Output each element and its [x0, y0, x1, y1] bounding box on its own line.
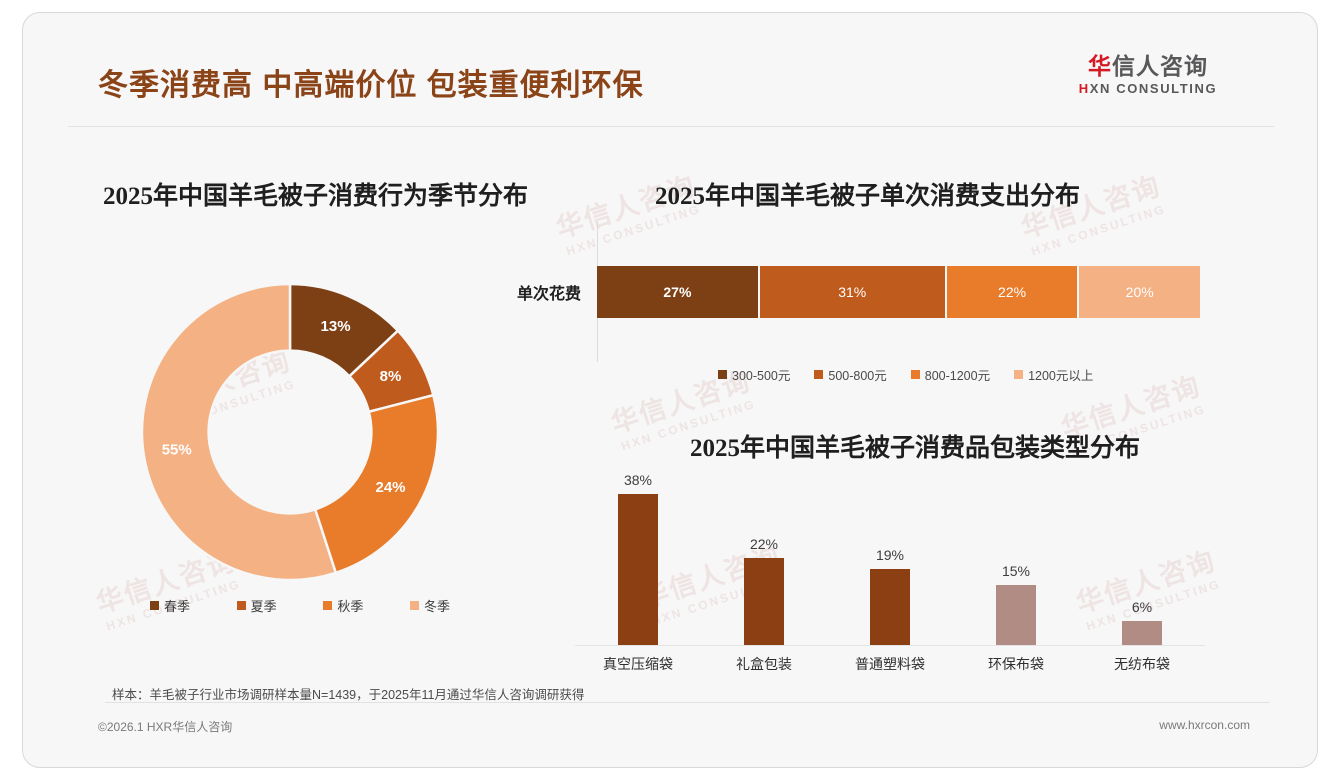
legend-swatch-icon: [718, 370, 727, 379]
legend-swatch-icon: [236, 601, 246, 610]
stacked-segment-label: 27%: [663, 284, 692, 300]
logo-cn-rest: 信人咨询: [1112, 53, 1208, 79]
legend-label: 300-500元: [732, 369, 791, 383]
page-title: 冬季消费高 中高端价位 包装重便利环保: [98, 69, 644, 102]
column-category-label: 无纺布袋: [1114, 656, 1170, 672]
column-category-label: 普通塑料袋: [855, 656, 925, 672]
logo-en-rest: XN CONSULTING: [1089, 81, 1218, 96]
stacked-bar-segment[interactable]: 20%: [1079, 266, 1200, 318]
legend-item[interactable]: 夏季: [236, 596, 277, 615]
source-footnote: 样本：羊毛被子行业市场调研样本量N=1439，于2025年11月通过华信人咨询调…: [112, 688, 585, 702]
stacked-segment-label: 22%: [998, 284, 1027, 300]
donut-slice-label: 13%: [321, 318, 351, 335]
column-value-label: 6%: [1131, 599, 1153, 616]
column-category-label: 环保布袋: [988, 656, 1044, 672]
stacked-chart-row: 单次花费 27% 31% 22% 20%: [500, 266, 1200, 318]
header-divider: [68, 126, 1274, 127]
legend-item[interactable]: 800-1200元: [910, 365, 991, 384]
slide-header: 冬季消费高 中高端价位 包装重便利环保 华信人咨询 HXN CONSULTING: [68, 52, 1278, 124]
stacked-bar-segment[interactable]: 22%: [946, 266, 1080, 318]
legend-swatch-icon: [323, 601, 333, 610]
legend-label: 春季: [164, 599, 191, 614]
column-bar[interactable]: [996, 585, 1036, 645]
column-chart-column: 6%: [1079, 478, 1205, 645]
slide-inner-frame: [32, 22, 1308, 758]
column-category-label: 真空压缩袋: [603, 656, 673, 672]
legend-label: 1200元以上: [1028, 369, 1094, 383]
donut-chart-legend: 春季 夏季 秋季 冬季: [150, 596, 450, 615]
logo-chinese-text: 华信人咨询: [1048, 52, 1248, 80]
legend-item[interactable]: 秋季: [323, 596, 363, 615]
footer-copyright: ©2026.1 HXR华信人咨询: [98, 720, 233, 734]
column-category-label: 礼盒包装: [736, 656, 792, 672]
column-value-label: 22%: [749, 535, 779, 552]
legend-swatch-icon: [814, 370, 824, 379]
footer-website[interactable]: www.hxrcon.com: [1159, 718, 1250, 732]
stacked-category-label: 单次花费: [516, 286, 581, 303]
legend-swatch-icon: [910, 370, 920, 379]
donut-chart: 13% 8% 24% 55%: [140, 282, 440, 582]
donut-chart-svg: 13% 8% 24% 55%: [140, 282, 440, 582]
column-bar[interactable]: [618, 493, 658, 645]
column-value-label: 15%: [1001, 563, 1031, 580]
legend-swatch-icon: [150, 601, 159, 610]
donut-slice-label: 8%: [380, 368, 402, 385]
legend-item[interactable]: 1200元以上: [1014, 365, 1093, 384]
column-chart-column: 38%: [575, 472, 701, 645]
legend-swatch-icon: [1014, 370, 1024, 379]
donut-slice[interactable]: [313, 393, 440, 575]
logo-english-text: HXN CONSULTING: [1048, 80, 1248, 98]
legend-item[interactable]: 春季: [150, 596, 190, 615]
column-bar[interactable]: [870, 569, 910, 645]
column-value-label: 19%: [875, 547, 905, 564]
legend-swatch-icon: [409, 601, 419, 610]
stacked-bar: 27% 31% 22% 20%: [597, 266, 1200, 318]
company-logo: 华信人咨询 HXN CONSULTING: [1048, 52, 1248, 98]
column-chart-column: 22%: [701, 478, 827, 645]
column-chart-column: 19%: [827, 478, 953, 645]
column-chart-title: 2025年中国羊毛被子消费品包装类型分布: [690, 435, 1141, 462]
logo-en-accent: H: [1078, 81, 1090, 96]
legend-item[interactable]: 300-500元: [718, 365, 790, 384]
stacked-segment-label: 20%: [1125, 284, 1154, 300]
column-chart-baseline: [575, 645, 1205, 646]
legend-item[interactable]: 冬季: [409, 596, 450, 615]
logo-cn-accent: 华: [1088, 53, 1112, 79]
stacked-chart-legend: 300-500元 500-800元 800-1200元 1200元以上: [718, 365, 1093, 384]
donut-slice[interactable]: [140, 282, 338, 582]
legend-label: 夏季: [250, 599, 277, 614]
column-value-label: 38%: [623, 471, 653, 488]
column-bar[interactable]: [1122, 621, 1162, 645]
donut-chart-title: 2025年中国羊毛被子消费行为季节分布: [103, 183, 529, 210]
donut-slice-label: 55%: [162, 441, 192, 458]
stacked-bar-segment[interactable]: 31%: [759, 266, 947, 318]
legend-label: 800-1200元: [924, 369, 991, 383]
legend-label: 秋季: [337, 599, 364, 614]
column-bar[interactable]: [744, 557, 784, 645]
stacked-bar-segment[interactable]: 27%: [597, 266, 760, 318]
stacked-segment-label: 31%: [838, 284, 867, 300]
legend-label: 冬季: [423, 599, 450, 614]
column-chart-column: 15%: [953, 478, 1079, 645]
legend-label: 500-800元: [828, 369, 887, 383]
legend-item[interactable]: 500-800元: [814, 365, 887, 384]
stacked-chart-title: 2025年中国羊毛被子单次消费支出分布: [655, 183, 1081, 210]
footer-divider: [105, 702, 1270, 703]
donut-slice-label: 24%: [375, 479, 405, 496]
column-chart: 38% 22% 19% 15% 6% 真空压缩袋 礼盒包装 普通塑料袋 环保布袋 无纺布袋: [575, 472, 1205, 674]
